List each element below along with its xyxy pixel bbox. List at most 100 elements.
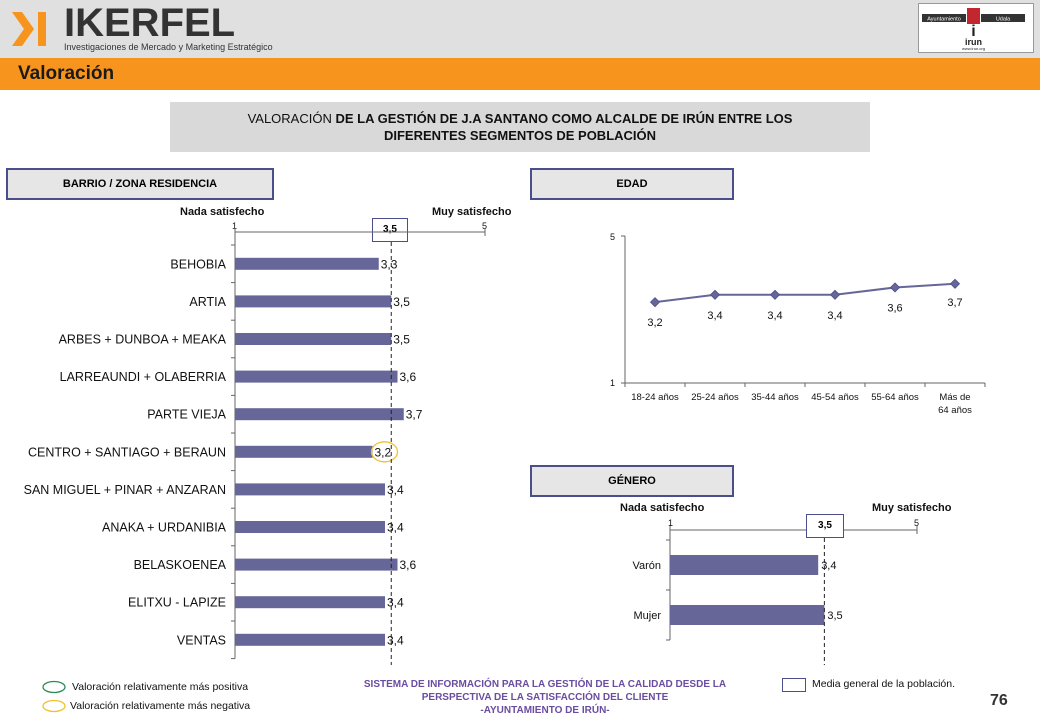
genero-bar (670, 605, 825, 625)
edad-y-tick-label: 5 (610, 232, 615, 242)
footer-line-1: SISTEMA DE INFORMACIÓN PARA LA GESTIÓN D… (363, 679, 727, 690)
header-band (0, 0, 1040, 58)
barrio-category-label: CENTRO + SANTIAGO + BERAUN (28, 445, 226, 459)
ikerfel-tagline: Investigaciones de Mercado y Marketing E… (64, 42, 273, 52)
legend-positive-oval (42, 680, 66, 694)
barrio-category-label: BELASKOENEA (134, 558, 227, 572)
barrio-category-label: ANAKA + URDANIBIA (102, 521, 227, 535)
genero-mean-box: 3,5 (806, 514, 844, 538)
footer-line-2: PERSPECTIVA DE LA SATISFACCIÓN DEL CLIEN… (421, 692, 669, 703)
edad-category-label: 45-54 años (811, 392, 859, 403)
section-genero: GÉNERO (530, 465, 734, 497)
title-band (0, 58, 1040, 90)
irun-logo-url: www.irun.org (962, 46, 985, 51)
barrio-bar (235, 333, 392, 345)
legend-negative-text: Valoración relativamente más negativa (70, 700, 251, 712)
barrio-min-label: Nada satisfecho (180, 206, 265, 218)
irun-logo-word: irun (965, 37, 982, 47)
edad-value-label: 3,4 (707, 310, 722, 322)
genero-category-label: Varón (632, 560, 661, 572)
legend-ovals (42, 680, 66, 713)
barrio-category-label: ELITXU - LAPIZE (128, 596, 226, 610)
edad-category-label: 35-44 años (751, 392, 799, 403)
barrio-category-label: LARREAUNDI + OLABERRIA (60, 370, 227, 384)
edad-point (829, 289, 841, 300)
edad-category-label-cont: 64 años (938, 405, 972, 416)
edad-category-label: 25-24 años (691, 392, 739, 403)
barrio-max-label: Muy satisfecho (432, 206, 512, 218)
barrio-bar (235, 596, 385, 609)
legend-mean-box (782, 678, 806, 692)
barrio-bar (235, 408, 404, 421)
barrio-negative-highlight (370, 441, 399, 463)
main-title-normal: VALORACIÓN (247, 111, 336, 126)
edad-category-label: 18-24 años (631, 392, 679, 403)
barrio-bar (235, 295, 392, 308)
main-title-bold-2: DIFERENTES SEGMENTOS DE POBLACIÓN (383, 128, 657, 143)
edad-value-label: 3,4 (827, 310, 842, 322)
barrio-value-label: 3,7 (406, 408, 423, 422)
edad-category-label: Más de (939, 392, 970, 403)
barrio-category-label: SAN MIGUEL + PINAR + ANZARAN (24, 483, 226, 497)
barrio-value-label: 3,6 (400, 370, 417, 384)
barrio-value-label: 3,4 (387, 596, 404, 610)
ikerfel-chevron-icon (12, 12, 46, 46)
edad-value-label: 3,7 (947, 297, 962, 309)
page-title: Valoración (18, 63, 115, 84)
genero-category-label: Mujer (633, 610, 661, 622)
section-edad: EDAD (530, 168, 734, 200)
edad-y-tick-label: 1 (610, 378, 615, 388)
barrio-max-tick: 5 (482, 221, 488, 231)
edad-point (709, 289, 721, 300)
genero-value-label: 3,5 (827, 610, 842, 622)
barrio-value-label: 3,2 (375, 445, 392, 459)
page-number: 76 (990, 692, 1008, 709)
irun-logo-top-left: Ayuntamiento (927, 17, 961, 23)
barrio-mean-box: 3,5 (372, 218, 408, 242)
ikerfel-logo: IKERFEL (64, 1, 236, 45)
barrio-bar (235, 370, 398, 383)
genero-min-label: Nada satisfecho (620, 502, 705, 514)
irun-emblem-icon: Ayuntamiento Udala i irun www.irun.org (922, 8, 1025, 51)
barrio-value-label: 3,4 (387, 483, 404, 497)
section-barrio: BARRIO / ZONA RESIDENCIA (6, 168, 274, 200)
barrio-bar (235, 521, 385, 533)
genero-max-label: Muy satisfecho (872, 502, 952, 514)
edad-value-label: 3,4 (767, 310, 782, 322)
genero-min-tick: 1 (668, 518, 674, 528)
edad-point (889, 282, 901, 293)
barrio-category-label: ARBES + DUNBOA + MEAKA (59, 333, 227, 347)
footer-text: SISTEMA DE INFORMACIÓN PARA LA GESTIÓN D… (300, 678, 790, 717)
genero-max-tick: 5 (914, 518, 920, 528)
barrio-category-label: VENTAS (177, 633, 226, 647)
barrio-category-label: ARTIA (189, 295, 226, 309)
legend-mean-text: Media general de la población. (812, 678, 956, 690)
main-title-bold-1: DE LA GESTIÓN DE J.A SANTANO COMO ALCALD… (335, 111, 793, 126)
edad-category-label: 55-64 años (871, 392, 919, 403)
edad-value-label: 3,2 (647, 317, 662, 329)
barrio-bar (235, 483, 385, 496)
barrio-value-label: 3,5 (393, 295, 410, 309)
irun-logo: Ayuntamiento Udala i irun www.irun.org (918, 3, 1034, 53)
edad-point (769, 289, 781, 300)
edad-series-line (654, 282, 956, 304)
edad-value-label: 3,6 (887, 302, 902, 314)
genero-value-label: 3,4 (821, 560, 836, 572)
barrio-bar (235, 257, 379, 270)
barrio-bar (235, 633, 385, 646)
svg-text:i: i (971, 23, 975, 40)
barrio-bar (235, 558, 398, 571)
footer-line-3: -AYUNTAMIENTO DE IRÚN- (480, 705, 610, 716)
barrio-value-label: 3,5 (393, 333, 410, 347)
barrio-bar (235, 445, 373, 458)
main-title-box: VALORACIÓN DE LA GESTIÓN DE J.A SANTANO … (170, 102, 870, 152)
barrio-category-label: BEHOBIA (170, 257, 226, 271)
edad-point (949, 278, 961, 289)
legend-positive-text: Valoración relativamente más positiva (72, 681, 249, 693)
barrio-value-label: 3,4 (387, 633, 404, 647)
legend-negative-oval (42, 699, 66, 713)
barrio-value-label: 3,3 (381, 257, 398, 271)
genero-bar (670, 555, 819, 575)
barrio-value-label: 3,4 (387, 521, 404, 535)
